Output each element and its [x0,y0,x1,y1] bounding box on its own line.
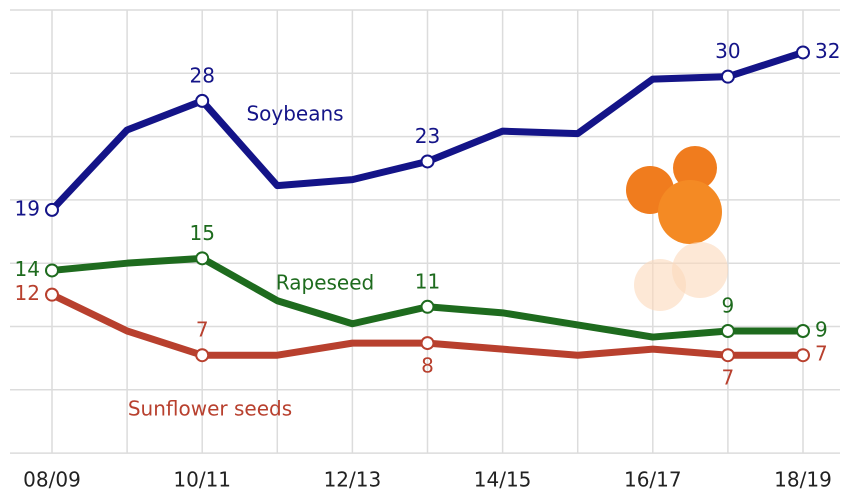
point [722,349,734,361]
data-label: 9 [815,318,828,342]
chart: 08/09 10/11 12/13 14/15 16/17 18/19 Soybeans 19… [0,0,848,496]
data-label: 32 [815,39,840,63]
decoration [626,146,728,311]
series-label: Sunflower seeds [128,397,292,421]
x-tick-label: 12/13 [324,468,382,492]
data-label: 12 [15,281,40,305]
point [46,204,58,216]
point [797,325,809,337]
data-label: 15 [189,221,214,245]
x-tick-label: 18/19 [774,468,832,492]
point [797,46,809,58]
point [196,349,208,361]
data-label: 19 [15,196,40,220]
point [722,71,734,83]
x-tick-label: 10/11 [173,468,231,492]
point [46,264,58,276]
point [797,349,809,361]
point [422,301,434,313]
data-label: 11 [415,269,440,293]
point [422,337,434,349]
data-label: 28 [189,63,214,87]
data-label: 8 [421,354,434,378]
x-tick-label: 14/15 [474,468,532,492]
point [196,95,208,107]
data-label: 23 [415,124,440,148]
point [722,325,734,337]
series-label: Rapeseed [276,271,374,295]
point [46,289,58,301]
point [196,252,208,264]
data-label: 30 [715,39,740,63]
point [422,155,434,167]
series-label: Soybeans [246,102,343,126]
data-label: 7 [722,366,735,390]
data-label: 7 [815,342,828,366]
x-tick-label: 16/17 [624,468,682,492]
data-label: 7 [196,318,209,342]
data-label: 14 [15,257,40,281]
x-tick-label: 08/09 [23,468,81,492]
data-label: 9 [722,294,735,318]
